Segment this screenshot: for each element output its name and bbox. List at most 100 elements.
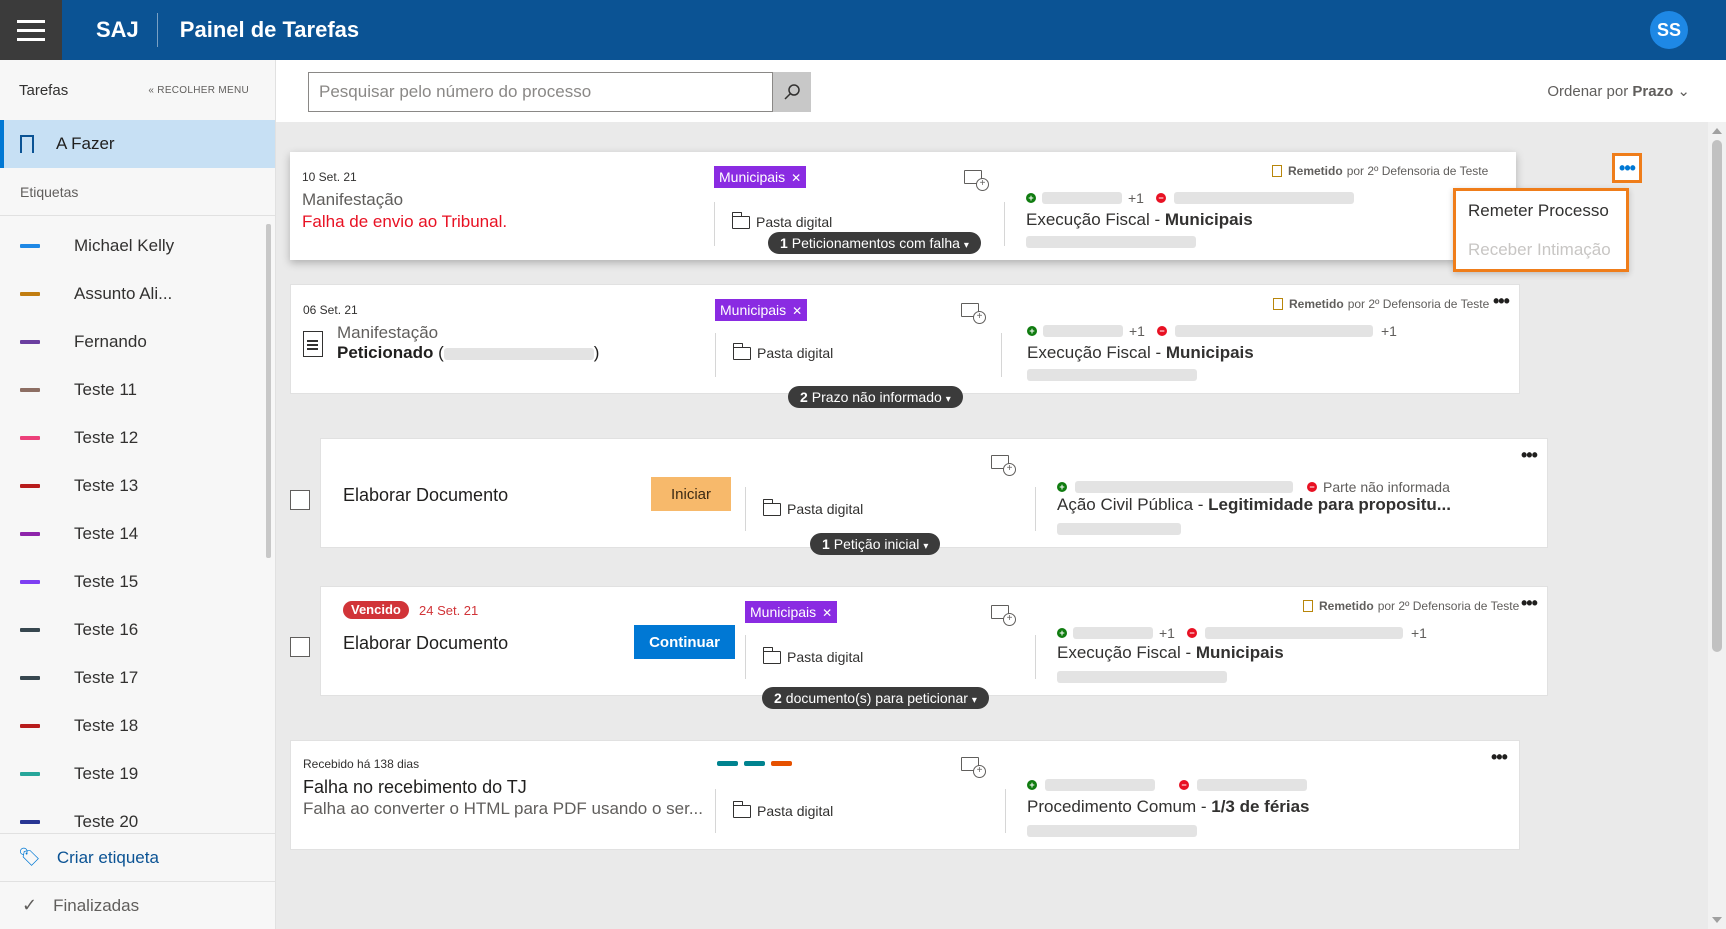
label-item[interactable]: Michael Kelly bbox=[0, 222, 275, 270]
paren-close: ) bbox=[593, 343, 600, 362]
label-color-swatch bbox=[20, 484, 40, 488]
tag-municipais[interactable]: Municipais ✕ bbox=[745, 601, 838, 623]
label-item[interactable]: Teste 12 bbox=[0, 414, 275, 462]
sidebar-item-a-fazer[interactable]: A Fazer bbox=[0, 120, 275, 168]
scroll-up-icon[interactable] bbox=[1712, 128, 1722, 134]
digital-folder-link[interactable]: Pasta digital bbox=[732, 342, 833, 361]
digital-folder-link[interactable]: Pasta digital bbox=[732, 800, 833, 819]
sidebar-header: Tarefas « RECOLHER MENU bbox=[0, 60, 275, 120]
search-button[interactable] bbox=[773, 72, 811, 112]
divider bbox=[715, 789, 716, 833]
label-item[interactable]: Teste 14 bbox=[0, 510, 275, 558]
initial-petition-pill[interactable]: 1 Petição inicial ▾ bbox=[810, 533, 941, 555]
finished-tasks-button[interactable]: ✓ Finalizadas bbox=[0, 881, 275, 929]
document-icon bbox=[303, 331, 323, 357]
remove-tag-icon[interactable]: ✕ bbox=[822, 606, 833, 620]
label-item[interactable]: Teste 20 bbox=[0, 798, 275, 827]
documents-to-file-pill[interactable]: 2 documento(s) para peticionar ▾ bbox=[762, 687, 989, 709]
redacted-party bbox=[1045, 779, 1155, 791]
add-tag-icon[interactable] bbox=[961, 303, 986, 324]
pill-label: Peticionamentos com falha bbox=[791, 235, 960, 251]
task-list: 10 Set. 21 Manifestação Falha de envio a… bbox=[276, 122, 1708, 929]
label-item[interactable]: Teste 17 bbox=[0, 654, 275, 702]
process-class: Execução Fiscal - Municipais bbox=[1027, 343, 1254, 363]
label-item[interactable]: Teste 19 bbox=[0, 750, 275, 798]
label-color-swatch bbox=[20, 580, 40, 584]
task-received: Recebido há 138 dias bbox=[303, 757, 420, 771]
process-class: Execução Fiscal - Municipais bbox=[1057, 643, 1284, 663]
sidebar-scrollbar[interactable] bbox=[266, 224, 271, 558]
more-options-icon[interactable]: ••• bbox=[1491, 747, 1508, 767]
more-parties-count: +1 bbox=[1380, 323, 1397, 339]
label-item[interactable]: Assunto Ali... bbox=[0, 270, 275, 318]
label-color-bars bbox=[717, 761, 792, 766]
more-options-icon[interactable]: ••• bbox=[1521, 593, 1538, 613]
digital-folder-link[interactable]: Pasta digital bbox=[762, 498, 864, 517]
continue-button[interactable]: Continuar bbox=[634, 625, 735, 659]
label-color-swatch bbox=[20, 772, 40, 776]
class-subject: Municipais bbox=[1164, 210, 1253, 229]
add-tag-icon[interactable] bbox=[991, 605, 1016, 626]
label-item[interactable]: Teste 11 bbox=[0, 366, 275, 414]
content-scrollbar[interactable] bbox=[1708, 122, 1726, 929]
more-parties-count: +1 bbox=[1410, 625, 1427, 641]
task-checkbox[interactable] bbox=[290, 490, 310, 510]
scroll-down-icon[interactable] bbox=[1712, 917, 1722, 923]
redacted-party bbox=[1043, 325, 1123, 337]
task-card[interactable]: Recebido há 138 dias Falha no recebiment… bbox=[290, 740, 1520, 850]
task-card[interactable]: Vencido 24 Set. 21 Elaborar Documento Co… bbox=[320, 586, 1548, 696]
label-color-swatch bbox=[20, 676, 40, 680]
label-name: Teste 16 bbox=[74, 620, 139, 639]
label-item[interactable]: Teste 15 bbox=[0, 558, 275, 606]
chevron-down-icon: ▾ bbox=[945, 394, 951, 405]
user-avatar[interactable]: SS bbox=[1650, 11, 1688, 49]
collapse-menu-button[interactable]: « RECOLHER MENU bbox=[148, 84, 249, 96]
deadline-pill[interactable]: 2 Prazo não informado ▾ bbox=[788, 386, 963, 408]
divider bbox=[745, 635, 746, 679]
divider bbox=[745, 487, 746, 531]
redacted-process-number bbox=[1026, 236, 1196, 248]
menu-item-remeter-processo[interactable]: Remeter Processo bbox=[1468, 200, 1609, 220]
divider bbox=[1005, 789, 1006, 833]
folder-label: Pasta digital bbox=[787, 501, 864, 517]
label-color-swatch bbox=[20, 436, 40, 440]
label-item[interactable]: Teste 18 bbox=[0, 702, 275, 750]
start-button[interactable]: Iniciar bbox=[651, 477, 731, 511]
more-options-icon[interactable]: ••• bbox=[1612, 153, 1642, 183]
divider bbox=[1004, 202, 1005, 246]
label-bar bbox=[744, 761, 765, 766]
minus-circle-icon: − bbox=[1155, 193, 1166, 203]
more-options-icon[interactable]: ••• bbox=[1521, 445, 1538, 465]
folder-icon bbox=[762, 498, 781, 516]
pill-label: documento(s) para peticionar bbox=[785, 690, 968, 706]
label-item[interactable]: Teste 16 bbox=[0, 606, 275, 654]
chevron-down-icon: ▾ bbox=[963, 240, 969, 251]
remove-tag-icon[interactable]: ✕ bbox=[792, 304, 803, 318]
create-label-button[interactable]: 🏷 Criar etiqueta bbox=[0, 833, 275, 881]
tag-municipais[interactable]: Municipais ✕ bbox=[714, 166, 807, 188]
label-item[interactable]: Teste 13 bbox=[0, 462, 275, 510]
task-card[interactable]: Elaborar Documento Iniciar Pasta digital… bbox=[320, 438, 1548, 548]
failed-filings-pill[interactable]: 1 Peticionamentos com falha ▾ bbox=[768, 232, 981, 254]
task-checkbox[interactable] bbox=[290, 637, 310, 657]
redacted-party bbox=[1204, 627, 1403, 639]
scroll-thumb[interactable] bbox=[1712, 140, 1722, 652]
more-options-icon[interactable]: ••• bbox=[1493, 291, 1510, 311]
label-item[interactable]: Fernando bbox=[0, 318, 275, 366]
task-description: Falha ao converter o HTML para PDF usand… bbox=[303, 799, 704, 818]
digital-folder-link[interactable]: Pasta digital bbox=[731, 211, 832, 230]
digital-folder-link[interactable]: Pasta digital bbox=[762, 646, 863, 665]
task-card[interactable]: 06 Set. 21 Manifestação Peticionado () M… bbox=[290, 284, 1520, 394]
sort-dropdown[interactable]: Ordenar por Prazo ⌄ bbox=[1547, 82, 1690, 100]
add-tag-icon[interactable] bbox=[964, 170, 989, 191]
divider bbox=[715, 333, 716, 377]
add-tag-icon[interactable] bbox=[961, 757, 986, 778]
add-tag-icon[interactable] bbox=[991, 455, 1016, 476]
hamburger-menu-icon[interactable] bbox=[0, 0, 62, 60]
remetido-by: por 2º Defensoria de Teste bbox=[1377, 599, 1520, 613]
redacted-party bbox=[1197, 779, 1307, 791]
tag-municipais[interactable]: Municipais ✕ bbox=[715, 299, 808, 321]
search-input[interactable] bbox=[319, 82, 772, 102]
remove-tag-icon[interactable]: ✕ bbox=[791, 171, 802, 185]
chevron-down-icon: ▾ bbox=[971, 695, 977, 706]
